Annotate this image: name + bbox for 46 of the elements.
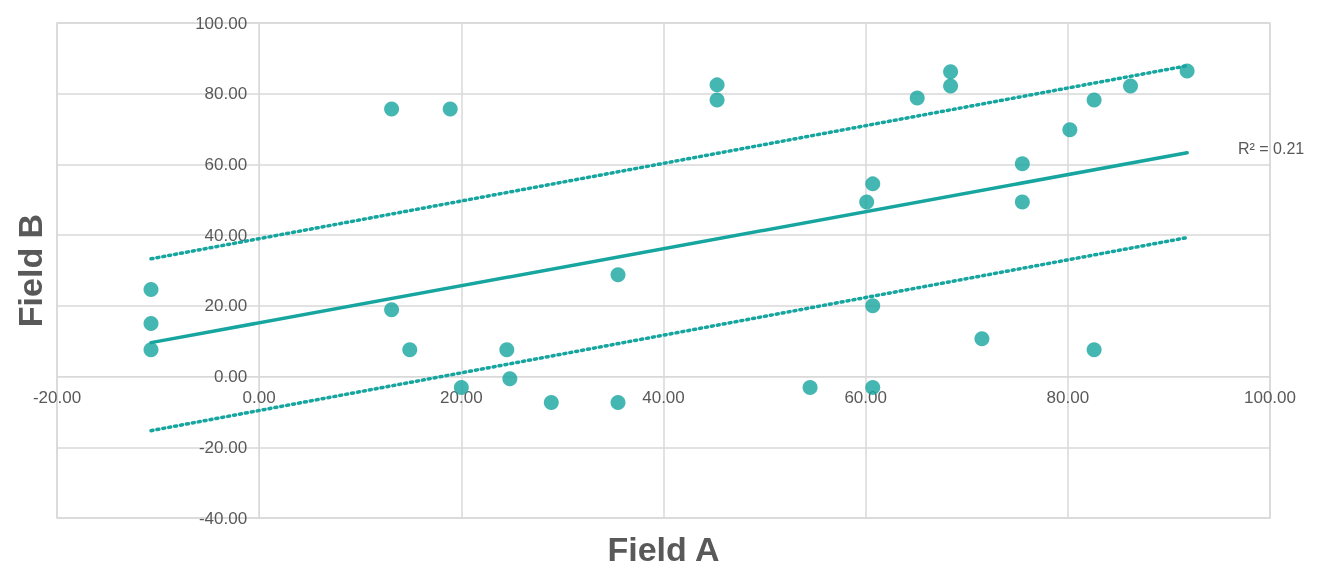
point: [865, 298, 881, 314]
annotation: R² = 0.21: [1238, 139, 1305, 157]
point: [974, 331, 990, 347]
y-tick-label: 100.00: [195, 13, 248, 33]
y-tick-label: 60.00: [204, 154, 248, 174]
point: [499, 342, 515, 358]
point: [442, 101, 458, 117]
y-tick-label: 80.00: [204, 84, 248, 104]
point: [909, 90, 925, 106]
point: [610, 267, 626, 283]
x-tick-label: 80.00: [1046, 387, 1090, 407]
y-tick-label: -40.00: [198, 508, 248, 528]
point: [502, 371, 518, 387]
x-tick-label: 100.00: [1244, 387, 1296, 407]
y-tick-label: 20.00: [204, 296, 248, 316]
point: [402, 342, 418, 358]
point: [1086, 342, 1102, 358]
y-tick-label: -20.00: [198, 437, 248, 457]
point: [1086, 92, 1102, 108]
point: [943, 78, 959, 94]
x-tick-label: 20.00: [440, 387, 483, 407]
y-axis-title: Field B: [11, 213, 50, 328]
point: [1123, 78, 1139, 94]
point: [610, 394, 626, 410]
x-tick-label: 60.00: [844, 387, 887, 407]
x-tick-label: 40.00: [642, 387, 685, 407]
point: [709, 92, 725, 108]
point: [865, 176, 881, 192]
point: [1062, 122, 1078, 138]
point: [143, 342, 159, 358]
point: [859, 194, 875, 210]
x-tick-label: -20.00: [32, 387, 82, 407]
point: [802, 380, 818, 396]
point: [143, 316, 159, 332]
point: [384, 302, 400, 318]
point: [384, 101, 400, 117]
point: [709, 77, 725, 93]
point: [143, 282, 159, 298]
x-tick-label: 0.00: [242, 387, 276, 407]
y-tick-label: 40.00: [204, 225, 248, 245]
point: [1014, 156, 1030, 172]
point: [943, 64, 959, 80]
point: [543, 394, 559, 410]
y-tick-label: 0.00: [214, 367, 248, 387]
point: [1014, 194, 1030, 210]
x-axis-title: Field A: [607, 529, 720, 564]
